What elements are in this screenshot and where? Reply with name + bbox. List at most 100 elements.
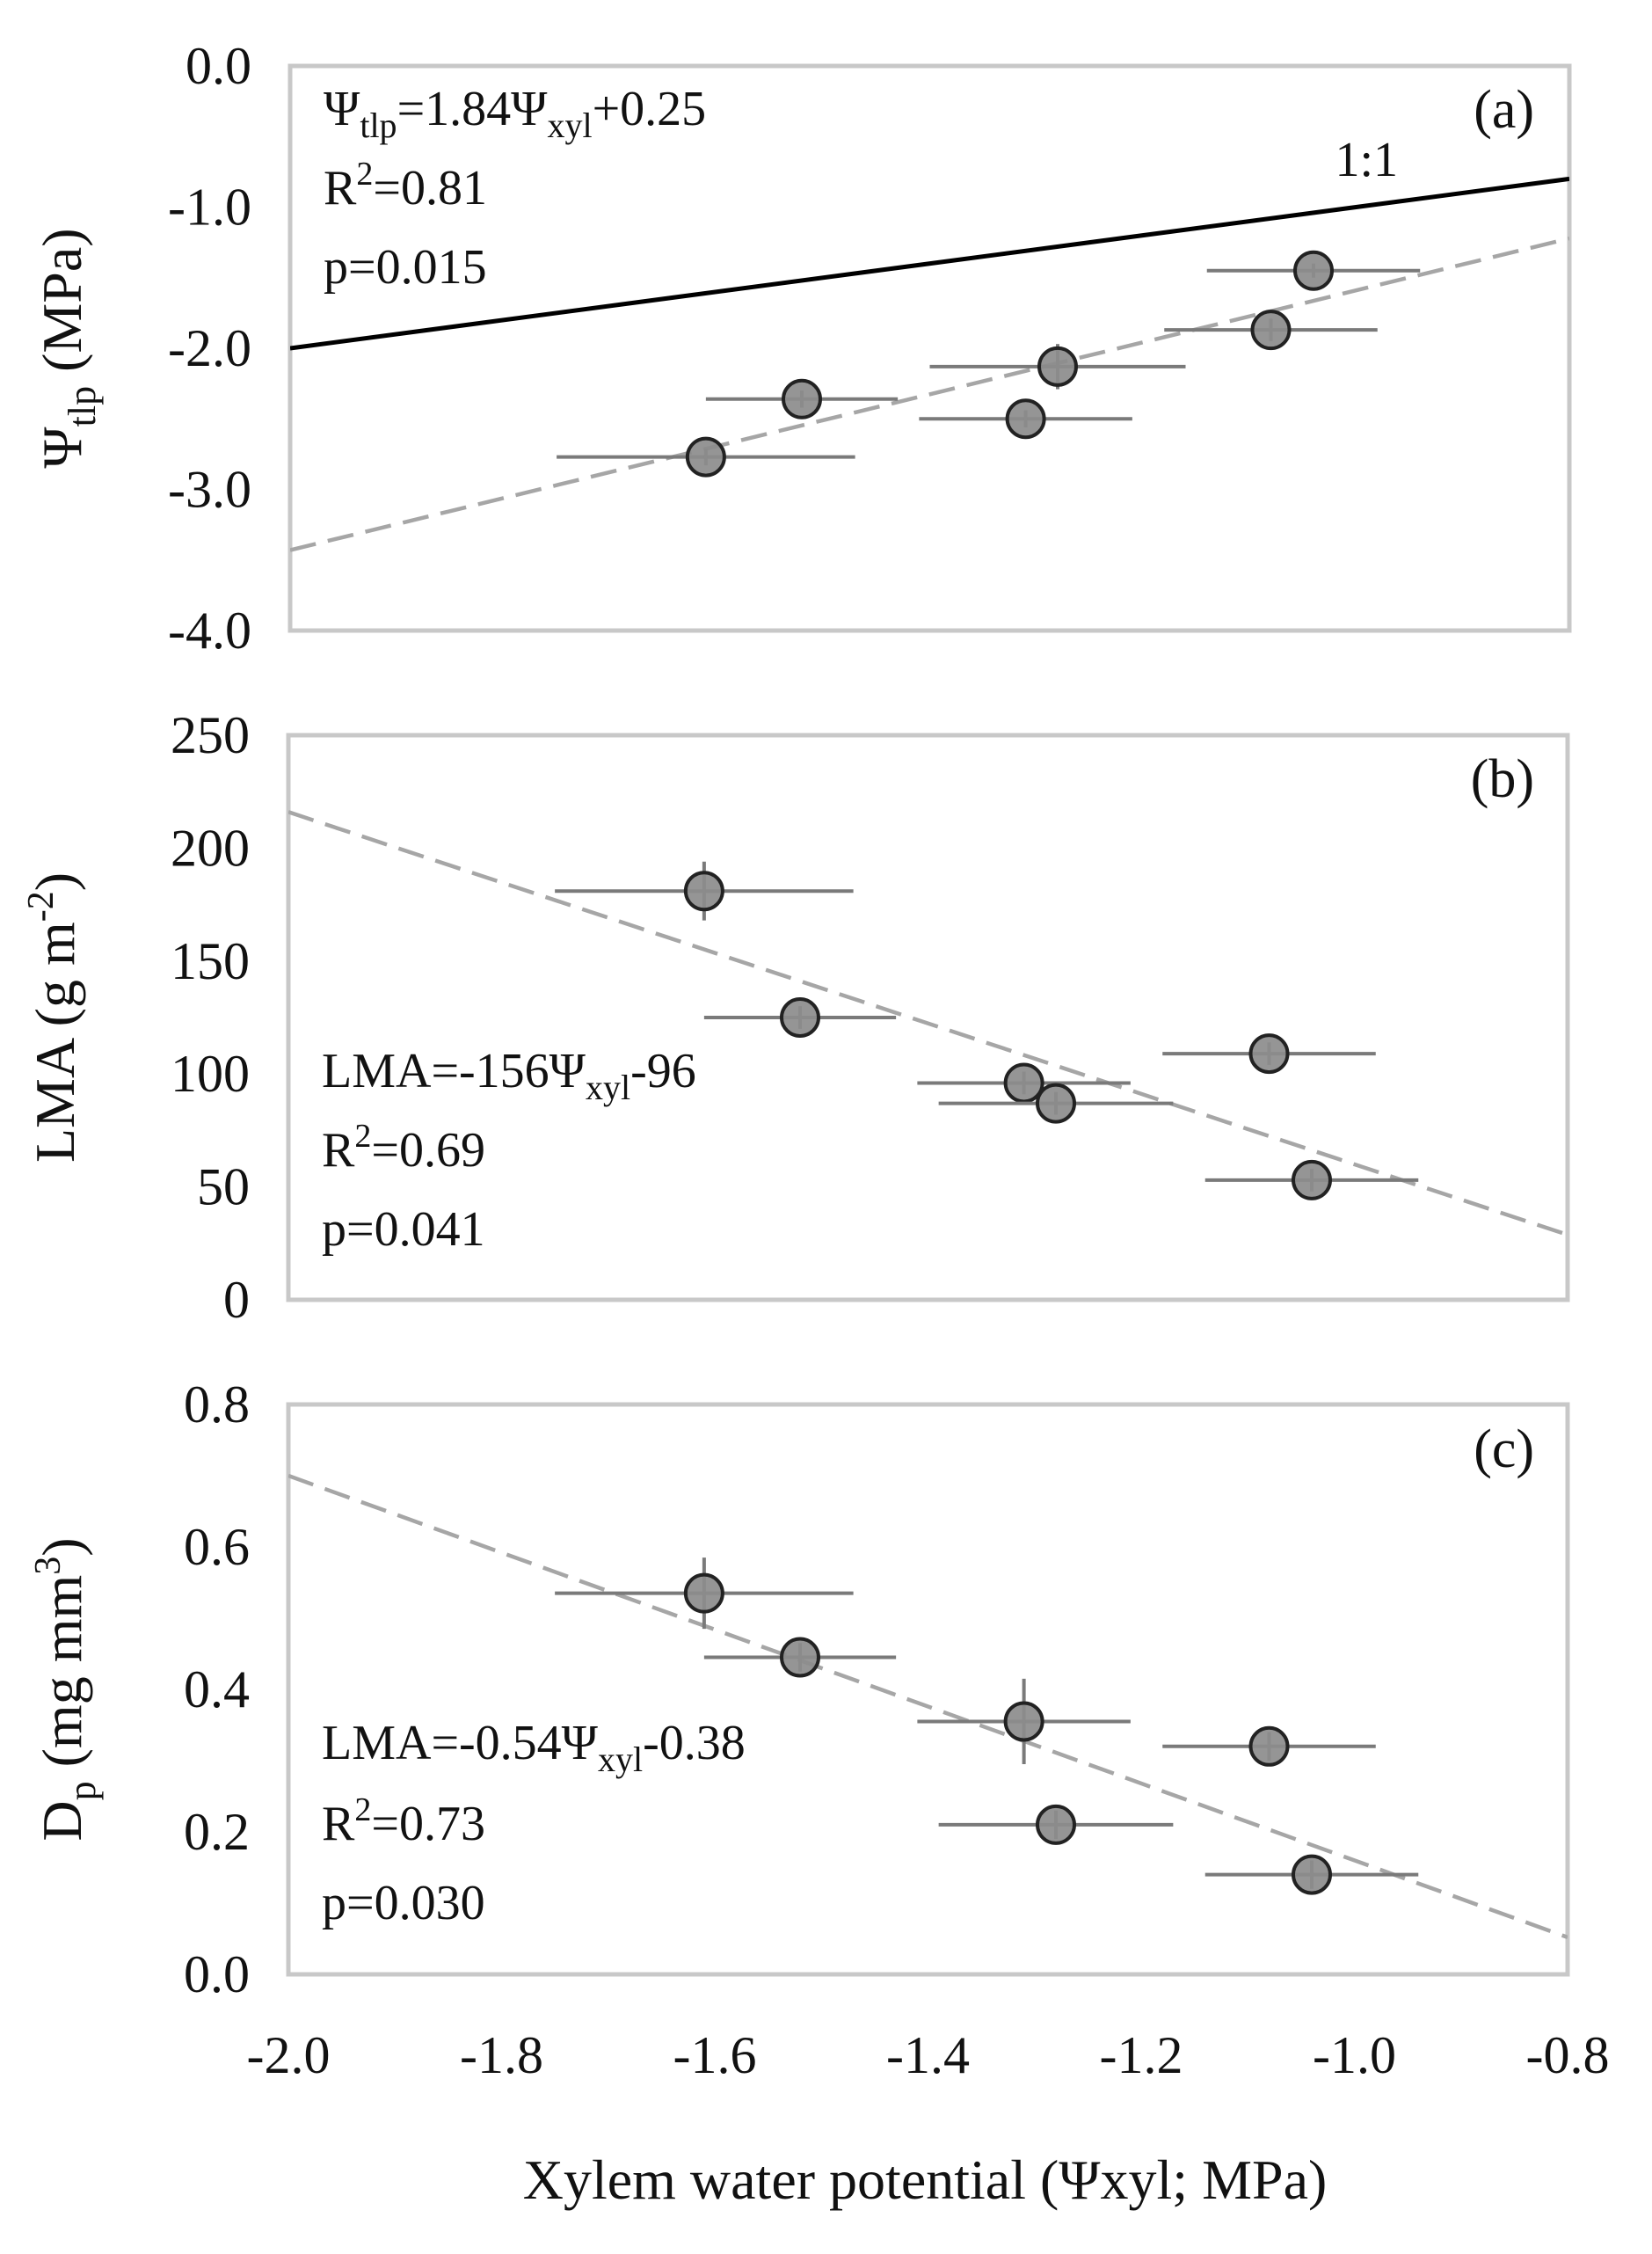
data-point (917, 1678, 1131, 1765)
data-point (703, 997, 897, 1038)
panel-c: 0.8 0.6 0.4 0.2 0.0 -2.0 -1.8 -1.6 -1.4 -1.2 -1.0… (28, 1375, 1609, 2211)
fit-equation: LMA=-0.54Ψxyl-0.38 (322, 1716, 746, 1779)
y-tick-label: -4.0 (168, 602, 251, 660)
r2-sup: 2 (356, 156, 373, 193)
eq-mid: =-156Ψ (431, 1044, 586, 1098)
ylabel-sup: -2 (21, 891, 62, 922)
panel-label: (a) (1474, 80, 1534, 140)
x-axis-label: Xylem water potential (Ψxyl; MPa) (523, 2148, 1328, 2211)
r-squared: R2=0.73 (322, 1791, 485, 1851)
panel-label: (b) (1471, 749, 1534, 809)
eq-mid-sub: xyl (598, 1740, 643, 1779)
y-tick-label: 250 (171, 706, 250, 764)
y-tick-label: 0.8 (184, 1375, 250, 1433)
r2-prefix: R (324, 161, 357, 215)
ylabel-sup: 3 (28, 1557, 69, 1575)
y-tick-label: 0.2 (184, 1803, 250, 1861)
data-point (1162, 1725, 1376, 1767)
x-tick-label: -1.4 (886, 2026, 970, 2084)
one-to-one-line (290, 176, 1569, 351)
data-point (1162, 1033, 1376, 1075)
data-point (557, 436, 855, 478)
x-tick-label: -0.8 (1526, 2026, 1610, 2084)
data-point (1206, 250, 1421, 291)
fit-equation: Ψtlp=1.84Ψxyl+0.25 (324, 82, 706, 145)
y-tick-label: 0.4 (184, 1660, 250, 1718)
y-tick-label: 0 (223, 1271, 250, 1329)
y-tick-label: 0.6 (184, 1518, 250, 1576)
y-tick-label: 50 (197, 1158, 250, 1216)
data-point (1164, 310, 1378, 351)
y-tick-labels: 0.0 -1.0 -2.0 -3.0 -4.0 (168, 37, 251, 660)
eq-lhs: LMA (322, 1716, 432, 1770)
ylabel-sub: p (61, 1781, 104, 1800)
ylabel-rest: (mg mm (31, 1575, 93, 1782)
r2-value: =0.69 (371, 1123, 485, 1178)
r2-prefix: R (322, 1797, 355, 1851)
eq-lhs: LMA (322, 1044, 432, 1098)
r2-value: =0.73 (371, 1797, 485, 1851)
r2-value: =0.81 (373, 161, 487, 215)
y-tick-label: 0.0 (184, 1945, 250, 2003)
ylabel-rest: ) (24, 872, 86, 891)
data-points (557, 250, 1421, 478)
point-marker (1036, 1804, 1076, 1845)
r2-sup: 2 (354, 1118, 371, 1155)
r2-sup: 2 (354, 1791, 371, 1828)
y-axis-label: Dp (mg mm3) (28, 1537, 104, 1841)
x-tick-label: -2.0 (247, 2026, 331, 2084)
eq-rhs: -0.38 (643, 1716, 746, 1770)
eq-mid: =1.84Ψ (397, 82, 549, 136)
eq-mid-sub: xyl (547, 106, 592, 145)
lines (288, 810, 1568, 1237)
data-point (938, 1083, 1174, 1124)
x-tick-label: -1.8 (460, 2026, 543, 2084)
x-tick-label: -1.2 (1100, 2026, 1183, 2084)
data-point (555, 861, 854, 921)
reference-line-label: 1:1 (1335, 133, 1398, 187)
ylabel-main: D (31, 1800, 93, 1841)
x-tick-labels: -2.0 -1.8 -1.6 -1.4 -1.2 -1.0 -0.8 (247, 2026, 1610, 2084)
y-tick-label: -3.0 (168, 461, 251, 519)
y-tick-label: 150 (171, 932, 250, 990)
point-marker (1003, 1701, 1044, 1742)
point-marker (683, 1572, 724, 1614)
data-point (555, 1557, 854, 1630)
point-marker (1248, 1033, 1290, 1075)
ylabel-rest: (MPa) (31, 228, 93, 386)
point-marker (1292, 1159, 1332, 1200)
x-tick-label: -1.6 (673, 2026, 757, 2084)
p-value: p=0.041 (322, 1202, 485, 1257)
lines (288, 1473, 1568, 1939)
y-tick-label: 0.0 (186, 37, 251, 95)
panel-label: (c) (1474, 1419, 1534, 1479)
y-tick-label: -2.0 (168, 319, 251, 377)
y-tick-label: 200 (171, 819, 250, 877)
point-marker (780, 997, 820, 1038)
regression-line (288, 1473, 1568, 1939)
point-marker (782, 378, 822, 419)
point-marker (683, 871, 724, 912)
data-point (919, 398, 1132, 440)
point-marker (685, 436, 726, 478)
y-axis-label: LMA (g m-2) (21, 872, 86, 1163)
data-points (555, 861, 1419, 1200)
p-value: p=0.015 (324, 240, 487, 295)
ylabel-main: LMA (g m (24, 922, 86, 1163)
eq-lhs: Ψ (324, 82, 360, 136)
data-points (555, 1557, 1419, 1895)
y-axis-label: Ψtlp (MPa) (31, 228, 104, 468)
data-point (703, 1637, 897, 1678)
regression-line (288, 810, 1568, 1237)
data-point (1204, 1854, 1419, 1895)
y-tick-labels: 0.8 0.6 0.4 0.2 0.0 (184, 1375, 250, 2003)
lines (290, 176, 1569, 552)
point-marker (1293, 250, 1334, 291)
ylabel-sub: tlp (61, 386, 104, 427)
eq-rhs: -96 (630, 1044, 696, 1098)
regression-line (290, 236, 1569, 552)
data-point (929, 344, 1186, 390)
data-point (705, 378, 899, 419)
eq-rhs: +0.25 (593, 82, 707, 136)
ylabel-end: ) (31, 1537, 93, 1556)
